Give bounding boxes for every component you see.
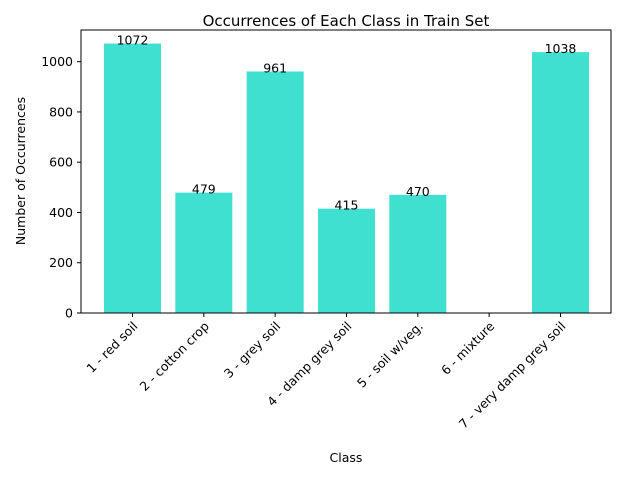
data-labels-group: 1072 479 961 415 470 1038 bbox=[117, 33, 577, 213]
y-axis-ticks: 0 200 400 600 800 1000 bbox=[41, 54, 81, 321]
x-tick-label-2: 2 - cotton crop bbox=[137, 318, 212, 393]
data-label-4: 415 bbox=[335, 198, 359, 213]
bar-3 bbox=[246, 71, 304, 313]
x-axis-label: Class bbox=[330, 450, 363, 465]
y-tick-label-1000: 1000 bbox=[41, 54, 73, 69]
data-label-7: 1038 bbox=[545, 41, 577, 56]
y-tick-label-400: 400 bbox=[49, 205, 73, 220]
plot-frame bbox=[80, 29, 612, 314]
y-tick-label-0: 0 bbox=[65, 306, 73, 321]
data-label-5: 470 bbox=[406, 184, 430, 199]
y-axis-label: Number of Occurrences bbox=[13, 97, 28, 245]
x-tick-label-5: 5 - soil w/veg. bbox=[354, 319, 426, 391]
bar-7 bbox=[531, 52, 589, 314]
data-label-2: 479 bbox=[192, 182, 216, 197]
x-tick-label-1: 1 - red soil bbox=[83, 319, 140, 376]
data-label-3: 961 bbox=[263, 60, 287, 75]
y-tick-label-800: 800 bbox=[49, 104, 73, 119]
x-tick-label-6: 6 - mixture bbox=[438, 318, 497, 377]
y-tick-label-600: 600 bbox=[49, 155, 73, 170]
bar-5 bbox=[389, 194, 447, 313]
bars-group bbox=[104, 43, 589, 314]
data-label-1: 1072 bbox=[117, 33, 149, 48]
chart-title: Occurrences of Each Class in Train Set bbox=[203, 12, 490, 30]
y-tick-label-200: 200 bbox=[49, 255, 73, 270]
x-tick-label-3: 3 - grey soil bbox=[221, 319, 284, 382]
bar-4 bbox=[317, 208, 375, 313]
bar-2 bbox=[175, 192, 233, 313]
bar-1 bbox=[104, 43, 161, 313]
